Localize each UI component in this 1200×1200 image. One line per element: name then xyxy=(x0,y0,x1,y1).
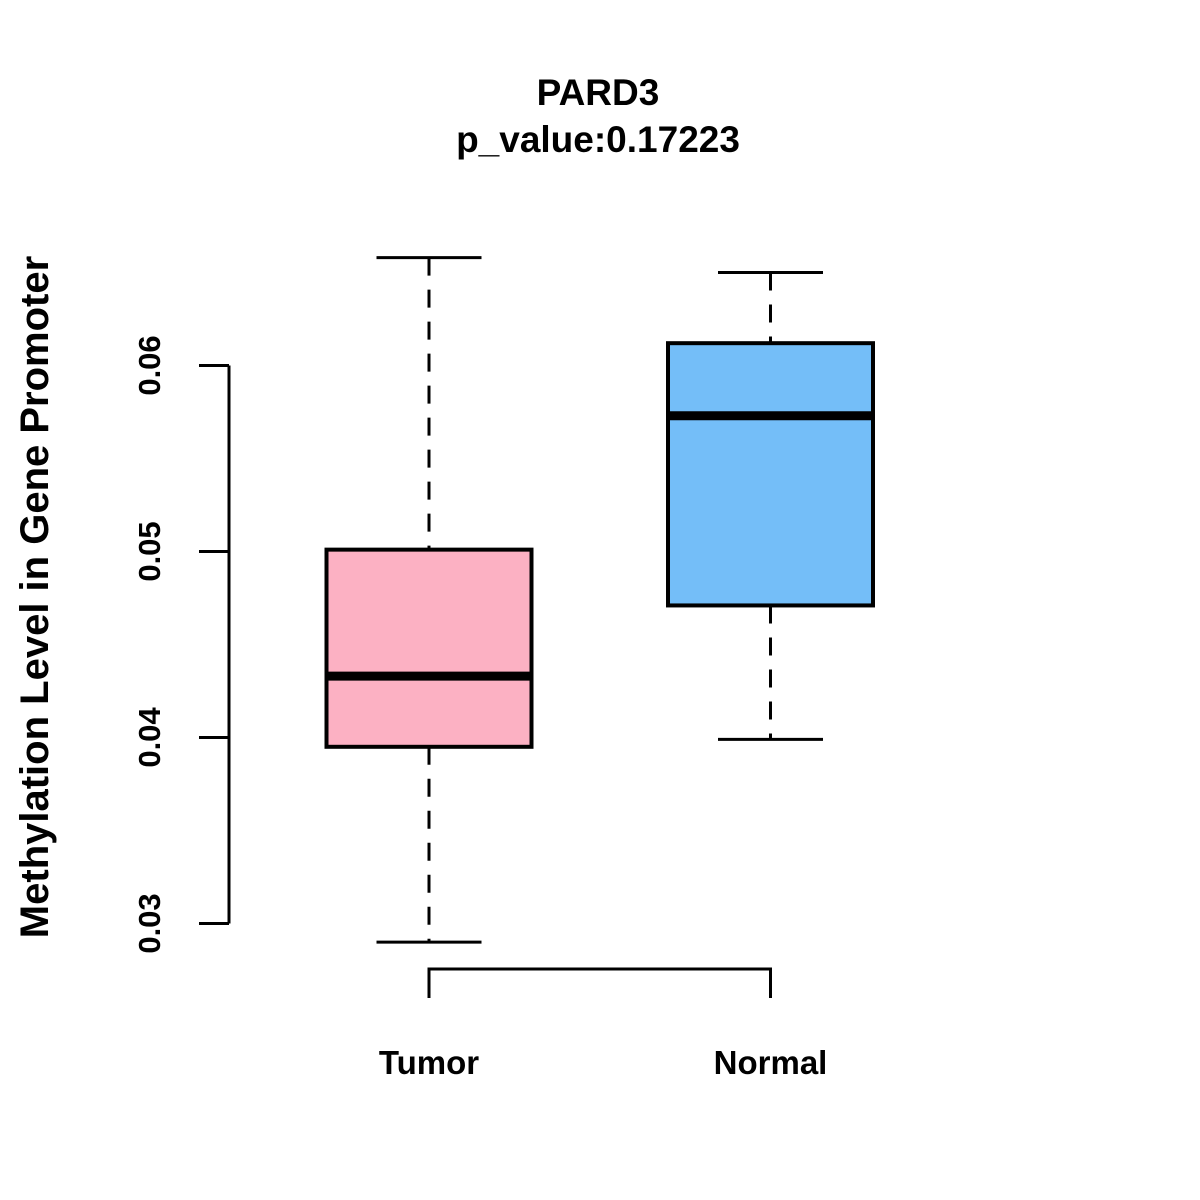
y-tick-label: 0.06 xyxy=(132,335,167,395)
chart-title: PARD3 xyxy=(537,72,660,113)
group-bracket xyxy=(427,967,772,998)
iqr-box xyxy=(324,547,534,749)
y-tick-label: 0.05 xyxy=(132,521,167,581)
y-axis-title: Methylation Level in Gene Promoter xyxy=(13,256,57,938)
box-group-tumor: Tumor xyxy=(324,256,534,1081)
boxplot-series: Tumor Normal xyxy=(324,256,875,1081)
y-axis: 0.03 0.04 0.05 0.06 xyxy=(132,335,231,954)
x-axis-bracket xyxy=(427,967,772,998)
group-label: Tumor xyxy=(379,1044,479,1081)
box-group-normal: Normal xyxy=(666,271,875,1081)
iqr-box xyxy=(666,341,875,608)
chart-subtitle: p_value:0.17223 xyxy=(456,119,740,160)
group-label: Normal xyxy=(714,1044,828,1081)
y-tick-label: 0.04 xyxy=(132,707,167,768)
y-tick-label: 0.03 xyxy=(132,893,167,953)
